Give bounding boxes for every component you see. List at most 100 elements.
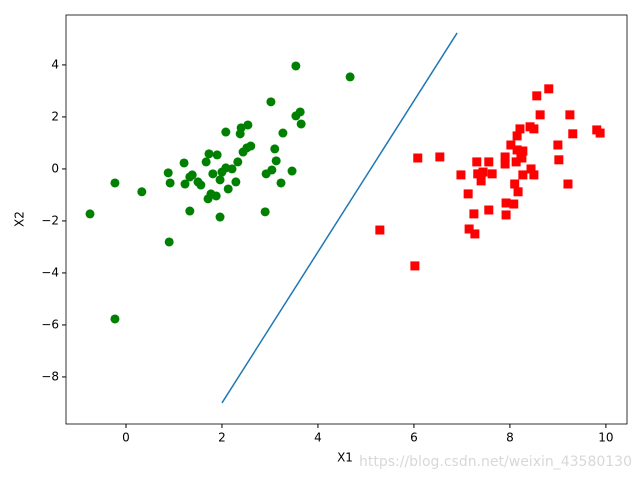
point — [501, 198, 511, 208]
point — [266, 97, 276, 107]
point — [595, 128, 605, 138]
point — [484, 157, 494, 167]
point — [270, 144, 280, 154]
point — [469, 209, 479, 219]
point — [473, 169, 483, 179]
point — [215, 175, 225, 185]
x-axis-label: X1 — [337, 451, 353, 465]
y-tick-label: 0 — [51, 161, 59, 175]
point — [267, 165, 277, 175]
point — [517, 153, 527, 163]
x-tick-label: 0 — [122, 431, 130, 445]
point — [470, 229, 480, 239]
y-tick-label: 2 — [51, 109, 59, 123]
point — [484, 205, 494, 215]
point — [510, 179, 520, 189]
point — [276, 178, 286, 188]
point — [500, 159, 510, 169]
point — [271, 156, 281, 166]
point — [472, 157, 482, 167]
point — [518, 170, 528, 180]
point — [233, 157, 243, 167]
point — [260, 207, 270, 217]
x-tick-label: 2 — [218, 431, 226, 445]
point — [215, 212, 225, 222]
plot-frame — [65, 14, 628, 425]
point — [456, 170, 466, 180]
point — [227, 164, 237, 174]
x-tick-label: 10 — [598, 431, 613, 445]
point — [563, 179, 573, 189]
point — [529, 170, 539, 180]
point — [165, 178, 175, 188]
point — [375, 225, 385, 235]
point — [163, 168, 173, 178]
point — [512, 131, 522, 141]
point — [212, 150, 222, 160]
point — [518, 146, 528, 156]
x-tick-label: 4 — [314, 431, 322, 445]
y-tick-label: 4 — [51, 57, 59, 71]
point — [345, 72, 355, 82]
point — [243, 120, 253, 130]
point — [501, 210, 511, 220]
watermark: https://blog.csdn.net/weixin_43580130 — [359, 454, 632, 470]
point — [187, 170, 197, 180]
point — [137, 187, 147, 197]
y-tick-label: −4 — [41, 265, 59, 279]
point — [506, 140, 516, 150]
point — [532, 91, 542, 101]
point — [478, 167, 488, 177]
point — [296, 119, 306, 129]
point — [291, 61, 301, 71]
point — [476, 176, 486, 186]
point — [208, 169, 218, 179]
point — [413, 153, 423, 163]
point — [515, 124, 525, 134]
point — [221, 127, 231, 137]
point — [246, 141, 256, 151]
point — [565, 110, 575, 120]
point — [513, 187, 523, 197]
point — [554, 155, 564, 165]
point — [511, 157, 521, 167]
point — [180, 179, 190, 189]
point — [211, 191, 221, 201]
point — [179, 158, 189, 168]
point — [110, 178, 120, 188]
point — [164, 237, 174, 247]
point — [236, 123, 246, 133]
y-tick-label: −2 — [41, 213, 59, 227]
y-tick-label: −8 — [41, 369, 59, 383]
point — [196, 180, 206, 190]
point — [509, 199, 519, 209]
point — [544, 84, 554, 94]
point — [553, 140, 563, 150]
point — [295, 107, 305, 117]
point — [463, 189, 473, 199]
point — [287, 166, 297, 176]
point — [410, 261, 420, 271]
point — [568, 129, 578, 139]
point — [512, 145, 522, 155]
point — [487, 169, 497, 179]
x-tick-label: 6 — [410, 431, 418, 445]
point — [529, 124, 539, 134]
point — [85, 209, 95, 219]
point — [464, 224, 474, 234]
point — [278, 128, 288, 138]
y-tick-label: −6 — [41, 317, 59, 331]
point — [535, 110, 545, 120]
point — [110, 314, 120, 324]
line — [221, 32, 458, 404]
point — [435, 152, 445, 162]
point — [185, 206, 195, 216]
point — [526, 164, 536, 174]
y-axis-label: X2 — [13, 211, 27, 227]
point — [500, 152, 510, 162]
point — [201, 157, 211, 167]
point — [204, 149, 214, 159]
point — [231, 177, 241, 187]
